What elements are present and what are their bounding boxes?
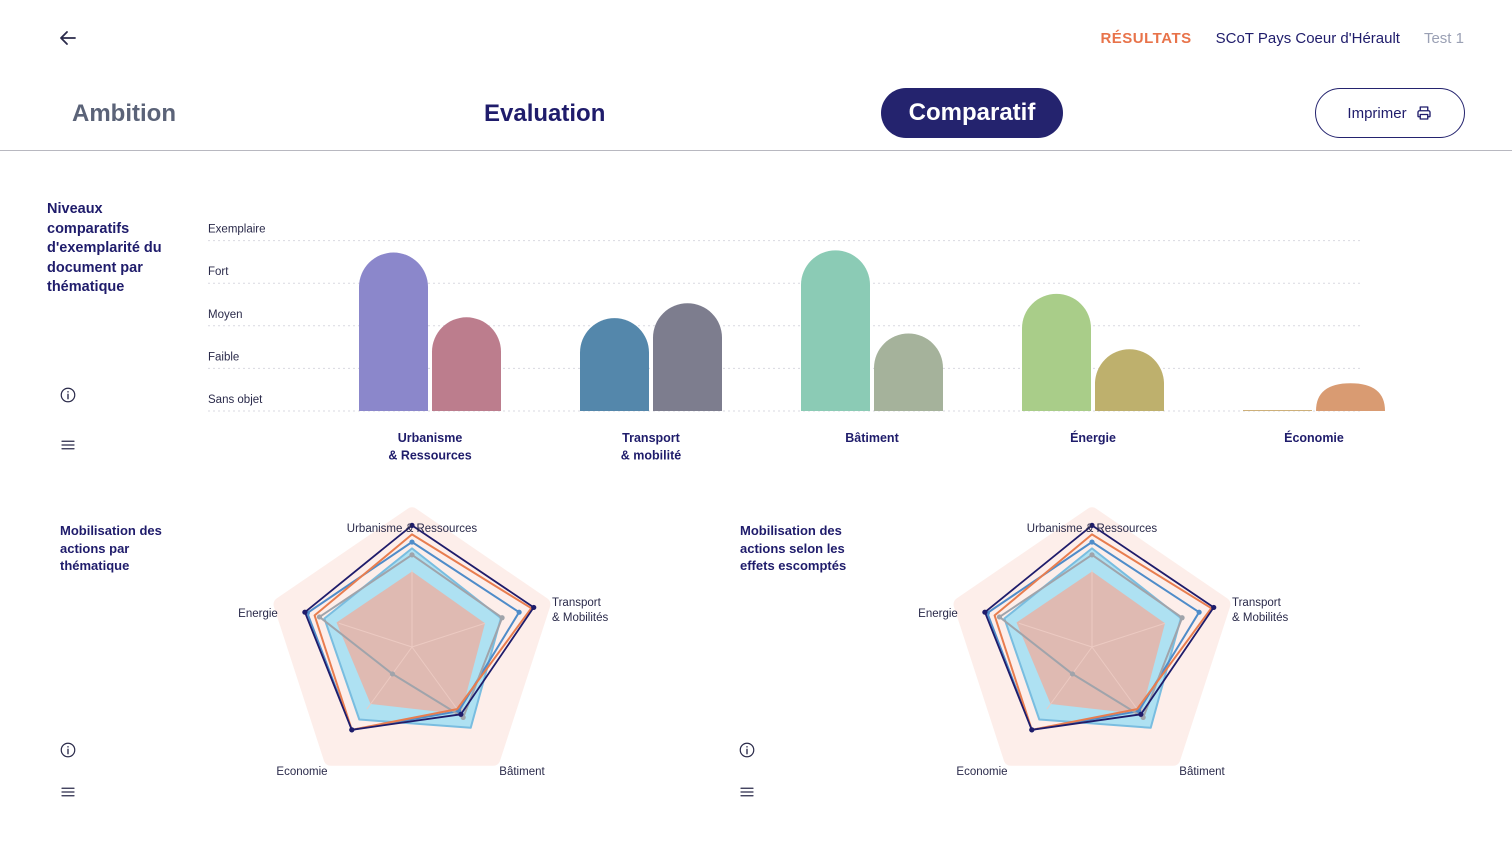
radar-series: [318, 553, 504, 719]
category-label: Bâtiment: [845, 431, 899, 445]
radar-series: [306, 541, 521, 731]
breadcrumb-results[interactable]: RÉSULTATS: [1100, 30, 1192, 47]
radar-spoke: [411, 646, 458, 710]
level-label: Exemplaire: [208, 224, 266, 236]
radar-point[interactable]: [458, 711, 464, 717]
radar-series: [984, 524, 1215, 731]
category-label: Transport: [622, 431, 680, 445]
tab-evaluation[interactable]: Evaluation: [484, 100, 606, 127]
radar-axis-label: Economie: [276, 766, 327, 778]
radar-spoke: [1091, 646, 1138, 710]
bar[interactable]: [1022, 293, 1091, 411]
radar-series: [336, 571, 485, 715]
header-divider: [0, 150, 1512, 151]
level-label: Sans objet: [208, 394, 263, 406]
radar1-section-title: Mobilisation des actions par thématique: [60, 523, 162, 574]
radar-series: [304, 524, 535, 731]
radar-series: [313, 533, 533, 731]
radar-point[interactable]: [516, 609, 522, 615]
bar[interactable]: [874, 333, 943, 411]
print-button[interactable]: Imprimer: [1315, 88, 1465, 138]
radar-spoke: [411, 622, 486, 648]
bar-chart: Sans objet Faible Moyen Fort Exemplaire Urban…: [208, 224, 1385, 463]
info-icon[interactable]: [59, 386, 77, 404]
radar-point[interactable]: [409, 552, 415, 558]
level-label: Moyen: [208, 309, 243, 321]
level-label: Fort: [208, 266, 229, 278]
info-icon[interactable]: [738, 741, 756, 759]
radar-chart-effets: Urbanisme & Ressources Transport & Mobilit…: [918, 507, 1288, 778]
radar-axis-label: Transport: [552, 597, 602, 609]
category-label: Économie: [1284, 430, 1344, 445]
radar-axis-label: Economie: [956, 766, 1007, 778]
category-label: Urbanisme: [398, 431, 463, 445]
radar-axis-label: Urbanisme & Ressources: [347, 523, 478, 535]
bar[interactable]: [432, 317, 501, 411]
radar-axis-label: & Mobilités: [1232, 612, 1288, 624]
radar-series: [986, 541, 1201, 731]
menu-icon[interactable]: [59, 783, 77, 801]
bar[interactable]: [801, 250, 870, 411]
radar-point[interactable]: [409, 522, 415, 528]
radar-spoke: [338, 622, 413, 648]
radar-point[interactable]: [1089, 522, 1095, 528]
tab-comparatif[interactable]: Comparatif: [881, 88, 1063, 138]
bar[interactable]: [359, 252, 428, 411]
breadcrumb-test[interactable]: Test 1: [1423, 30, 1464, 47]
radar-point[interactable]: [996, 614, 1003, 620]
radar-point[interactable]: [1069, 671, 1076, 677]
bar[interactable]: [580, 318, 649, 411]
radar-series: [1016, 571, 1165, 715]
breadcrumb-project[interactable]: SCoT Pays Coeur d'Hérault: [1215, 30, 1400, 47]
print-button-label: Imprimer: [1347, 104, 1407, 122]
radar2-section-title: Mobilisation des actions selon les effet…: [740, 523, 847, 574]
bar[interactable]: [1316, 383, 1385, 411]
radar-point[interactable]: [409, 539, 415, 545]
radar-point[interactable]: [982, 609, 988, 615]
bar[interactable]: [1243, 410, 1312, 411]
radar-point[interactable]: [499, 615, 505, 621]
radar-point[interactable]: [1089, 539, 1095, 545]
radar-point[interactable]: [349, 727, 355, 733]
radar-spoke: [1046, 646, 1093, 710]
level-label: Faible: [208, 351, 239, 363]
menu-icon[interactable]: [738, 783, 756, 801]
radar-point[interactable]: [302, 609, 308, 615]
radar-axis-label: Bâtiment: [499, 766, 545, 778]
radar-axis-label: Bâtiment: [1179, 766, 1225, 778]
radar-point[interactable]: [1196, 609, 1202, 615]
radar-axis-label: & Mobilités: [552, 612, 608, 624]
radar-series: [998, 553, 1184, 719]
info-icon[interactable]: [59, 741, 77, 759]
radar-series: [993, 533, 1213, 731]
radar-point[interactable]: [1029, 727, 1035, 733]
radar-axis-label: Urbanisme & Ressources: [1027, 523, 1158, 535]
tab-ambition[interactable]: Ambition: [72, 100, 176, 127]
radar-point[interactable]: [1089, 552, 1095, 558]
radar-spoke: [1018, 622, 1093, 648]
radar-axis-label: Energie: [238, 608, 278, 620]
back-arrow-icon[interactable]: [56, 26, 80, 50]
radar-point[interactable]: [531, 604, 537, 611]
category-label: & mobilité: [621, 449, 681, 463]
menu-icon[interactable]: [59, 436, 77, 454]
radar-axis-label: Energie: [918, 608, 958, 620]
radar-point[interactable]: [389, 671, 396, 677]
radar-point[interactable]: [316, 614, 323, 620]
category-label: & Ressources: [388, 449, 471, 463]
radar-point[interactable]: [1138, 711, 1144, 717]
radar-spoke: [1091, 622, 1166, 648]
radar-point[interactable]: [1211, 604, 1217, 611]
breadcrumb: RÉSULTATS SCoT Pays Coeur d'Hérault Test…: [1100, 30, 1464, 47]
bar-section-title: Niveaux comparatifs d'exemplarité du doc…: [47, 201, 162, 296]
printer-icon: [1416, 106, 1431, 120]
radar-point[interactable]: [1179, 615, 1185, 621]
radar-spoke: [366, 646, 413, 710]
radar-chart-thematique: Urbanisme & Ressources Transport & Mobilit…: [238, 507, 608, 778]
bar[interactable]: [653, 303, 722, 411]
category-label: Énergie: [1070, 430, 1116, 445]
radar-axis-label: Transport: [1232, 597, 1282, 609]
bar[interactable]: [1095, 349, 1164, 411]
